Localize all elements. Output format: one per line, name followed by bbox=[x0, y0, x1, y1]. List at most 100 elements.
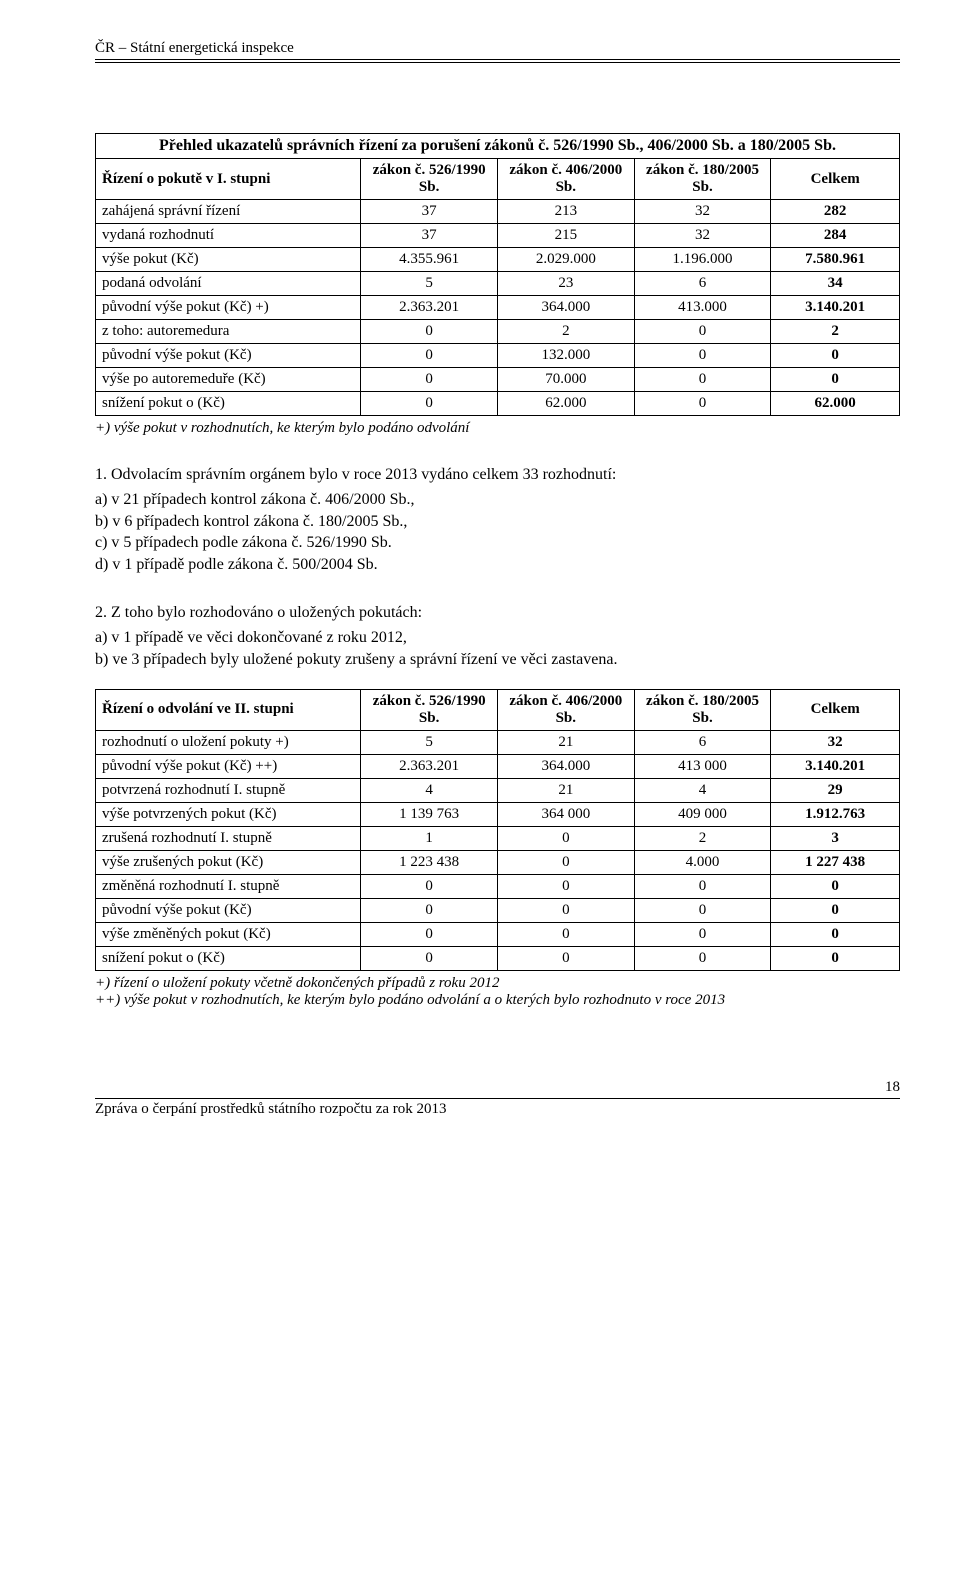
cell: 215 bbox=[497, 224, 634, 248]
cell: 0 bbox=[361, 874, 498, 898]
table-row: původní výše pokut (Kč) ++)2.363.201364.… bbox=[96, 754, 900, 778]
cell: 4.000 bbox=[634, 850, 771, 874]
cell: 7.580.961 bbox=[771, 248, 900, 272]
cell: 132.000 bbox=[497, 344, 634, 368]
table-row: původní výše pokut (Kč)0132.00000 bbox=[96, 344, 900, 368]
t2-col4: Celkem bbox=[771, 689, 900, 730]
list-line: d) v 1 případě podle zákona č. 500/2004 … bbox=[95, 554, 900, 576]
row-label: původní výše pokut (Kč) bbox=[96, 898, 361, 922]
cell: 23 bbox=[497, 272, 634, 296]
cell: 3 bbox=[771, 826, 900, 850]
cell: 0 bbox=[497, 898, 634, 922]
cell: 6 bbox=[634, 730, 771, 754]
cell: 2.363.201 bbox=[361, 296, 498, 320]
cell: 2 bbox=[771, 320, 900, 344]
row-label: snížení pokut o (Kč) bbox=[96, 946, 361, 970]
cell: 0 bbox=[634, 368, 771, 392]
cell: 6 bbox=[634, 272, 771, 296]
table-row: původní výše pokut (Kč)0000 bbox=[96, 898, 900, 922]
cell: 21 bbox=[497, 778, 634, 802]
cell: 413 000 bbox=[634, 754, 771, 778]
cell: 0 bbox=[497, 874, 634, 898]
cell: 0 bbox=[634, 898, 771, 922]
cell: 5 bbox=[361, 730, 498, 754]
cell: 0 bbox=[771, 344, 900, 368]
list-line: b) v 6 případech kontrol zákona č. 180/2… bbox=[95, 511, 900, 533]
row-label: zahájená správní řízení bbox=[96, 200, 361, 224]
cell: 1.912.763 bbox=[771, 802, 900, 826]
footer-text: Zpráva o čerpání prostředků státního roz… bbox=[95, 1101, 900, 1118]
table-2: Řízení o odvolání ve II. stupni zákon č.… bbox=[95, 689, 900, 971]
cell: 32 bbox=[634, 200, 771, 224]
table-row: výše potvrzených pokut (Kč)1 139 763364 … bbox=[96, 802, 900, 826]
cell: 1 139 763 bbox=[361, 802, 498, 826]
t1-col2: zákon č. 406/2000 Sb. bbox=[497, 159, 634, 200]
doc-header: ČR – Státní energetická inspekce bbox=[95, 40, 900, 57]
cell: 0 bbox=[634, 922, 771, 946]
list-line: b) ve 3 případech byly uložené pokuty zr… bbox=[95, 649, 900, 671]
row-label: výše změněných pokut (Kč) bbox=[96, 922, 361, 946]
cell: 284 bbox=[771, 224, 900, 248]
table-row: snížení pokut o (Kč)062.000062.000 bbox=[96, 392, 900, 416]
cell: 2.029.000 bbox=[497, 248, 634, 272]
t1-col3: zákon č. 180/2005 Sb. bbox=[634, 159, 771, 200]
cell: 0 bbox=[361, 344, 498, 368]
list-line: a) v 21 případech kontrol zákona č. 406/… bbox=[95, 489, 900, 511]
cell: 21 bbox=[497, 730, 634, 754]
cell: 2.363.201 bbox=[361, 754, 498, 778]
cell: 364 000 bbox=[497, 802, 634, 826]
table-row: zrušená rozhodnutí I. stupně1023 bbox=[96, 826, 900, 850]
header-rule-1 bbox=[95, 59, 900, 60]
row-label: původní výše pokut (Kč) +) bbox=[96, 296, 361, 320]
cell: 0 bbox=[361, 320, 498, 344]
t2-col1: zákon č. 526/1990 Sb. bbox=[361, 689, 498, 730]
cell: 413.000 bbox=[634, 296, 771, 320]
cell: 0 bbox=[361, 922, 498, 946]
cell: 0 bbox=[771, 922, 900, 946]
para2-heading: 2. Z toho bylo rozhodováno o uložených p… bbox=[95, 603, 900, 623]
row-label: původní výše pokut (Kč) ++) bbox=[96, 754, 361, 778]
cell: 0 bbox=[771, 898, 900, 922]
footer-rule bbox=[95, 1098, 900, 1099]
table-row: původní výše pokut (Kč) +)2.363.201364.0… bbox=[96, 296, 900, 320]
cell: 70.000 bbox=[497, 368, 634, 392]
cell: 2 bbox=[497, 320, 634, 344]
t2-col0: Řízení o odvolání ve II. stupni bbox=[96, 689, 361, 730]
cell: 0 bbox=[497, 850, 634, 874]
table-row: z toho: autoremedura0202 bbox=[96, 320, 900, 344]
cell: 364.000 bbox=[497, 754, 634, 778]
row-label: snížení pokut o (Kč) bbox=[96, 392, 361, 416]
table1-footnote: +) výše pokut v rozhodnutích, ke kterým … bbox=[95, 420, 900, 437]
row-label: z toho: autoremedura bbox=[96, 320, 361, 344]
cell: 0 bbox=[497, 922, 634, 946]
list-line: a) v 1 případě ve věci dokončované z rok… bbox=[95, 627, 900, 649]
page-number: 18 bbox=[95, 1079, 900, 1096]
para1-lines: a) v 21 případech kontrol zákona č. 406/… bbox=[95, 489, 900, 575]
cell: 0 bbox=[361, 392, 498, 416]
table-row: výše změněných pokut (Kč)0000 bbox=[96, 922, 900, 946]
row-label: zrušená rozhodnutí I. stupně bbox=[96, 826, 361, 850]
cell: 0 bbox=[634, 392, 771, 416]
list-line: c) v 5 případech podle zákona č. 526/199… bbox=[95, 532, 900, 554]
row-label: výše po autoremeduře (Kč) bbox=[96, 368, 361, 392]
cell: 1 bbox=[361, 826, 498, 850]
row-label: výše zrušených pokut (Kč) bbox=[96, 850, 361, 874]
cell: 1 227 438 bbox=[771, 850, 900, 874]
table-row: zahájená správní řízení3721332282 bbox=[96, 200, 900, 224]
table-1: Přehled ukazatelů správních řízení za po… bbox=[95, 133, 900, 416]
cell: 1.196.000 bbox=[634, 248, 771, 272]
cell: 4 bbox=[634, 778, 771, 802]
footer: 18 Zpráva o čerpání prostředků státního … bbox=[95, 1079, 900, 1118]
row-label: výše potvrzených pokut (Kč) bbox=[96, 802, 361, 826]
cell: 37 bbox=[361, 200, 498, 224]
cell: 364.000 bbox=[497, 296, 634, 320]
row-label: vydaná rozhodnutí bbox=[96, 224, 361, 248]
cell: 4 bbox=[361, 778, 498, 802]
row-label: potvrzená rozhodnutí I. stupně bbox=[96, 778, 361, 802]
cell: 282 bbox=[771, 200, 900, 224]
table-row: rozhodnutí o uložení pokuty +)521632 bbox=[96, 730, 900, 754]
row-label: podaná odvolání bbox=[96, 272, 361, 296]
cell: 0 bbox=[634, 946, 771, 970]
row-label: změněná rozhodnutí I. stupně bbox=[96, 874, 361, 898]
table-row: snížení pokut o (Kč)0000 bbox=[96, 946, 900, 970]
